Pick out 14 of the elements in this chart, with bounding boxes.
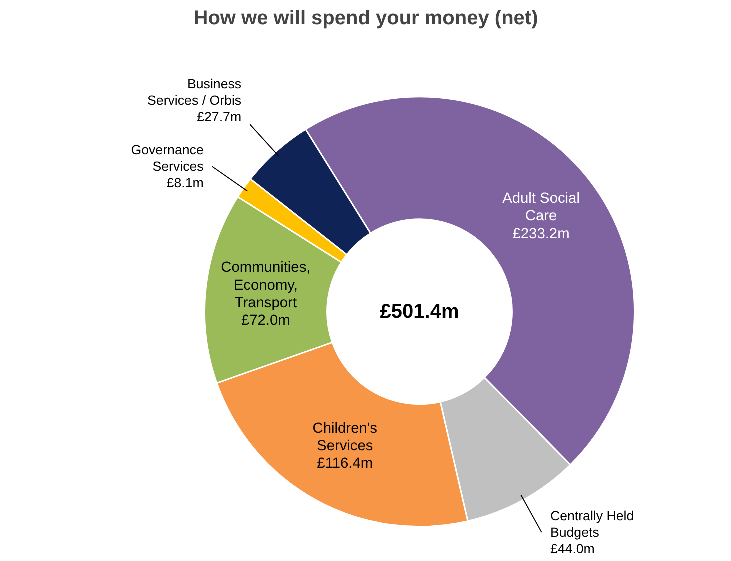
data-label: £44.0m [550,542,595,557]
slice-label: Adult Social Care [502,191,580,225]
slice-label: Children's Services [312,420,378,454]
slice-label: Centrally Held Budgets [550,508,634,540]
chart-title: How we will spend your money (net) [194,8,538,30]
data-label: £233.2m [512,226,570,242]
slice-label: Business Services / Orbis [148,76,242,108]
slice-label: Communities, Economy, Transport [221,260,311,312]
data-label: £116.4m [317,456,374,472]
text: £501.4m [380,300,460,323]
data-label: £8.1m [166,176,204,191]
slice-label: Governance Services [131,142,204,174]
data-label: £27.7m [197,110,242,125]
data-label: £72.0m [241,313,290,330]
